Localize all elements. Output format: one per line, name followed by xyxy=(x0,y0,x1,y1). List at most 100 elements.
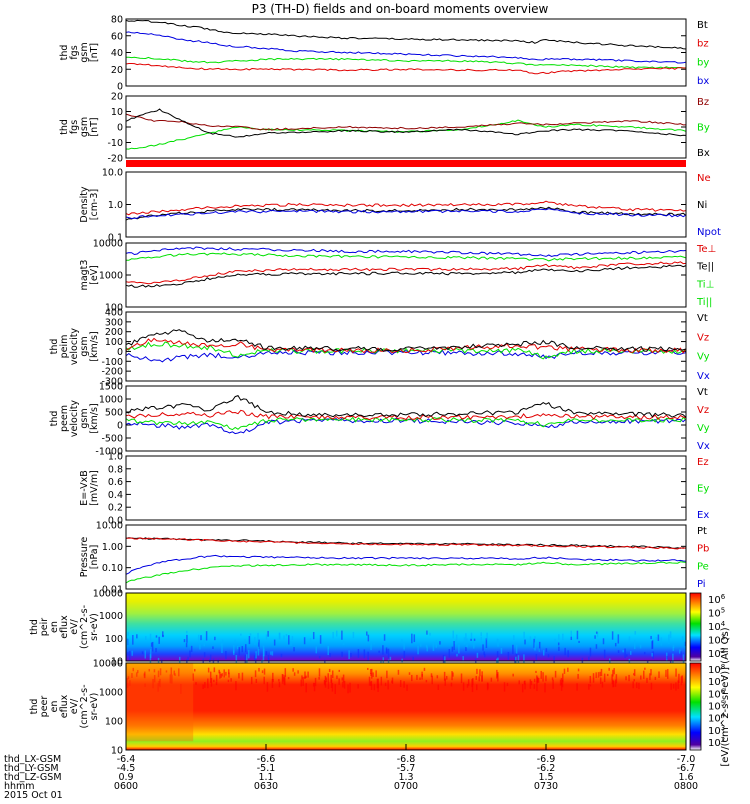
legend-entry: Pb xyxy=(697,544,709,555)
spectrogram-speckle xyxy=(203,640,206,647)
spectrogram-speckle xyxy=(622,650,624,653)
ytick-label: -10 xyxy=(107,138,123,149)
spectrogram-speckle xyxy=(157,670,160,678)
spectrogram-speckle xyxy=(470,638,472,641)
spectrogram-speckle xyxy=(262,655,265,662)
legend-entry: Ti|| xyxy=(696,297,712,308)
spectrogram-speckle xyxy=(149,649,152,659)
spectrogram-speckle xyxy=(594,635,596,639)
spectrogram-speckle xyxy=(214,636,216,641)
spectrogram-speckle xyxy=(203,652,206,658)
spectrogram-speckle xyxy=(257,646,260,656)
spectrogram-speckle xyxy=(328,668,331,672)
panel-1: thd fgs gsm [nT] 80 60 40 20 0 Bt bz by bx xyxy=(59,15,709,93)
ylabel-line: thd xyxy=(29,619,40,635)
spectrogram-speckle xyxy=(412,656,414,662)
spectrogram-speckle xyxy=(287,677,290,680)
spectrogram-speckle xyxy=(425,679,428,683)
ylabel-line: [km/s] xyxy=(89,403,100,433)
spectrogram-speckle xyxy=(435,639,438,648)
spectrogram-speckle xyxy=(486,632,488,641)
spectrogram-speckle xyxy=(173,670,176,675)
spectrogram-speckle xyxy=(159,678,161,688)
spectrogram-speckle xyxy=(503,682,506,692)
spectrogram-speckle xyxy=(150,642,153,647)
spectrogram-speckle xyxy=(515,644,518,654)
series-line-ni xyxy=(125,206,687,221)
ylabel-line: gsm xyxy=(79,336,90,356)
spectrogram-speckle xyxy=(285,634,288,637)
spectrogram-speckle xyxy=(458,644,460,654)
xaxis-value: -4.5 xyxy=(117,763,136,774)
xaxis-value: -6.8 xyxy=(397,754,416,765)
xaxis-value: 0630 xyxy=(254,781,278,792)
spectrogram-speckle xyxy=(465,633,467,643)
spectrogram-speckle xyxy=(338,678,340,685)
legend-entry: By xyxy=(697,123,710,134)
spectrogram-speckle xyxy=(430,673,433,678)
series-line-bt xyxy=(125,19,687,50)
series-line-pt xyxy=(125,537,687,549)
spectrogram-speckle xyxy=(225,671,227,676)
ytick-label: 20 xyxy=(111,92,123,103)
spectrogram-speckle xyxy=(194,668,196,672)
spectrogram-speckle xyxy=(327,673,329,682)
spectrogram-speckle xyxy=(559,679,562,686)
spectrogram-speckle xyxy=(533,678,536,683)
spectrogram-speckle xyxy=(611,674,613,681)
spectrogram-speckle xyxy=(190,645,193,652)
ytick-label: 0.4 xyxy=(108,490,123,501)
spectrogram-speckle xyxy=(253,655,256,661)
spectrogram-speckle xyxy=(399,680,402,687)
spectrogram-speckle xyxy=(348,650,350,660)
legend-entry: Pi xyxy=(697,579,706,590)
ytick-label: 10 xyxy=(111,657,123,668)
spectrogram-speckle xyxy=(377,678,379,689)
spectrogram-speckle xyxy=(476,668,478,674)
ytick-label: 100 xyxy=(105,337,123,348)
spectrogram-speckle xyxy=(536,676,539,684)
ylabel-line: [nPa] xyxy=(89,545,100,570)
colorbar-tick-exponent: 7 xyxy=(721,675,725,683)
ylabel-line: sr-eV) xyxy=(89,693,100,721)
ylabel-line: gsm xyxy=(79,117,90,137)
ylabel-line: (cm^2-s- xyxy=(79,605,90,649)
ylabel-line: thd xyxy=(59,119,70,135)
spectrogram-speckle xyxy=(672,647,675,651)
spectrogram-speckle xyxy=(183,639,186,643)
spectrogram-speckle xyxy=(149,633,152,642)
spectrogram-speckle xyxy=(227,669,230,675)
series-line-vx xyxy=(125,349,687,363)
spectrogram-speckle xyxy=(536,681,538,692)
spectrogram-speckle xyxy=(207,667,210,673)
spectrogram-speckle xyxy=(672,644,675,649)
ylabel-line: magt3 xyxy=(79,260,90,291)
spectrogram-speckle xyxy=(334,684,337,694)
spectrogram-speckle xyxy=(200,635,202,641)
spectrogram-speckle xyxy=(567,667,569,672)
ytick-label: 0.10 xyxy=(102,563,123,574)
spectrogram-speckle xyxy=(453,641,455,651)
spectrogram-speckle xyxy=(497,639,499,647)
series-line-te|| xyxy=(125,264,687,288)
spectrogram-speckle xyxy=(319,635,322,644)
ylabel-line: gsm xyxy=(79,42,90,62)
spectrogram-speckle xyxy=(460,673,463,684)
spectrogram-speckle xyxy=(654,676,657,680)
spectrogram-speckle xyxy=(567,650,569,658)
spectrogram-speckle xyxy=(638,682,640,690)
spectrogram-speckle xyxy=(643,651,646,655)
spectrogram-speckle xyxy=(262,645,265,656)
panel-5: thd peim velocity gsm [km/s] 4003002001000-10… xyxy=(49,308,710,388)
xaxis-value: -6.9 xyxy=(537,754,556,765)
xaxis-value: -6.6 xyxy=(257,754,276,765)
legend-entry: Bt xyxy=(697,20,708,31)
spectrogram-speckle xyxy=(387,648,390,659)
series-line-vt xyxy=(125,394,687,418)
spectrogram-speckle xyxy=(533,638,535,648)
spectrogram-speckle xyxy=(512,673,514,677)
ylabel-line: E=-VxB xyxy=(79,470,90,505)
spectrogram-speckle xyxy=(557,642,560,646)
spectrogram-speckle xyxy=(524,683,526,690)
legend-entry: Pe xyxy=(697,561,709,572)
